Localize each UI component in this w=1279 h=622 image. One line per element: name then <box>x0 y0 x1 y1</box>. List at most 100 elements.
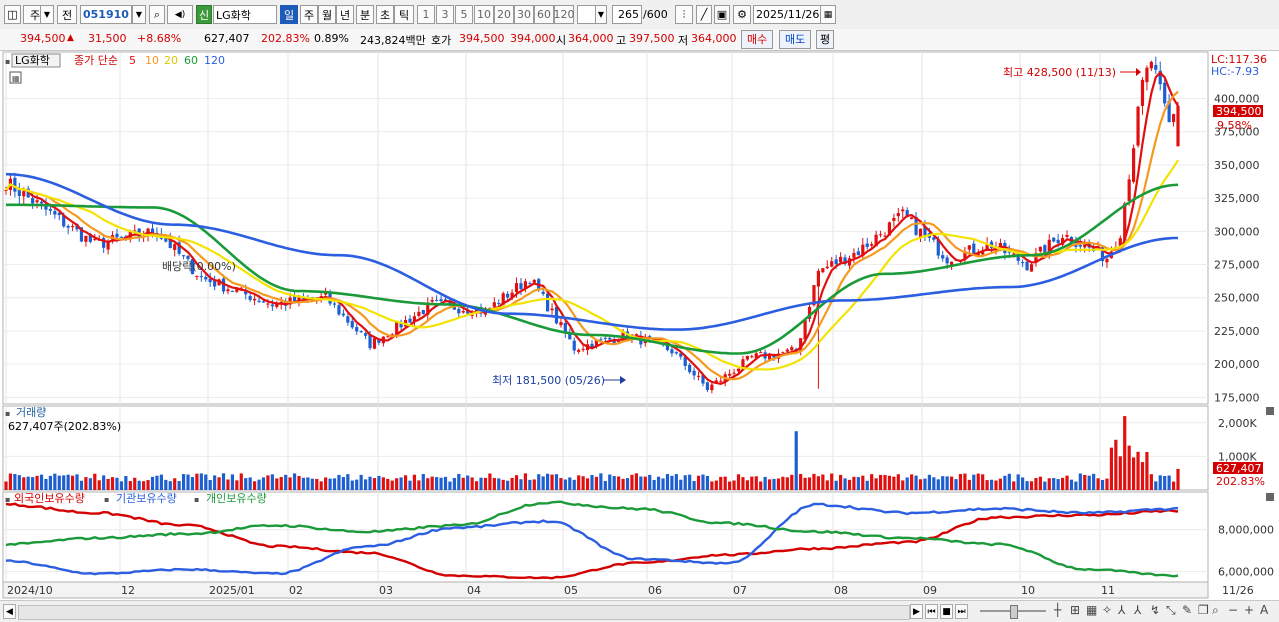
volume-bar <box>1065 475 1069 490</box>
volume-bar <box>963 473 967 490</box>
zoom-out-icon[interactable]: − <box>1228 603 1239 617</box>
zoom-in-icon[interactable]: + <box>1244 603 1255 617</box>
interval-120[interactable]: 120 <box>554 5 575 24</box>
line-tool-icon[interactable]: ⤡ <box>1166 603 1176 617</box>
stock-code-input[interactable]: 051910 <box>80 5 132 24</box>
volume-bar <box>470 477 474 490</box>
volume-bar <box>896 474 900 490</box>
volume-bar <box>861 475 865 490</box>
code-dropdown-icon[interactable]: ▼ <box>132 5 146 24</box>
zoom-search-icon[interactable]: ⌕ <box>1212 603 1219 617</box>
scroll-end-icon[interactable]: ⏭ <box>955 604 968 619</box>
calendar-icon[interactable]: ▦ <box>820 5 836 24</box>
volume-bar <box>426 478 430 490</box>
interval-5[interactable]: 5 <box>455 5 473 24</box>
volume-bar <box>688 474 692 490</box>
copy-icon[interactable]: ❐ <box>1198 603 1209 617</box>
interval-10[interactable]: 10 <box>474 5 494 24</box>
scroll-start-icon[interactable]: ⏮ <box>925 604 938 619</box>
sell-button[interactable]: 매도 <box>779 30 812 49</box>
date-input[interactable]: 2025/11/26 <box>753 5 821 24</box>
draw-tool-icon[interactable]: ╱ <box>696 5 712 24</box>
timeframe-week[interactable]: 주 <box>300 5 318 24</box>
fork-right-icon[interactable]: ⅄ <box>1134 603 1142 617</box>
candle-body <box>506 293 510 298</box>
volume-bar <box>88 478 92 490</box>
interval-1[interactable]: 1 <box>417 5 435 24</box>
candle-body <box>1149 61 1153 69</box>
candle-body <box>803 319 807 340</box>
zoom-slider-handle[interactable] <box>1010 605 1018 619</box>
speaker-icon[interactable]: ◀) <box>167 5 193 24</box>
timeframe-month[interactable]: 월 <box>318 5 336 24</box>
candle-body <box>523 281 528 289</box>
scroll-left-icon[interactable]: ◀ <box>3 604 16 619</box>
period-dropdown-icon[interactable]: ▼ <box>40 5 54 24</box>
candle-body <box>767 353 772 360</box>
volume-bar <box>559 478 563 490</box>
fork-icon[interactable]: ⅄ <box>1118 603 1126 617</box>
top-toolbar: ◫ 주 ▼ 전 051910 ▼ ⌕ ◀) 신 LG화학 일 주 월 년 분 초… <box>0 0 1279 30</box>
volume-bar <box>119 481 124 490</box>
timeframe-minute[interactable]: 분 <box>356 5 374 24</box>
interval-3[interactable]: 3 <box>436 5 454 24</box>
volume-bar <box>181 474 186 490</box>
volume-bar <box>972 474 976 490</box>
prev-button[interactable]: 전 <box>57 5 77 24</box>
ma20-line <box>5 159 1179 371</box>
stock-name-field[interactable]: LG화학 <box>213 5 277 24</box>
chart-menu-icon[interactable]: ◫ <box>4 5 21 24</box>
volume-bar <box>856 477 860 490</box>
grid-icon[interactable]: ▦ <box>1086 603 1098 617</box>
candle-body <box>1158 70 1162 85</box>
volume-bar <box>377 475 381 490</box>
crosshair-icon[interactable]: ┼ <box>1054 603 1062 617</box>
timeframe-year[interactable]: 년 <box>336 5 354 24</box>
candle-body <box>941 255 945 259</box>
search-icon[interactable]: ⌕ <box>149 5 165 24</box>
volume-bar <box>528 479 532 490</box>
table-toggle-icon[interactable] <box>9 71 22 84</box>
candle-body <box>577 349 581 352</box>
save-icon[interactable]: ▣ <box>714 5 730 24</box>
layout-icon[interactable]: ⊞ <box>1070 603 1081 617</box>
volume-bar <box>821 474 825 490</box>
holding-panel-close-icon[interactable] <box>1266 493 1274 501</box>
candle-body <box>599 339 603 341</box>
stock-chart[interactable]: 400,000 375,000 350,000 325,000 300,000 275,0… <box>0 50 1279 600</box>
interval-20[interactable]: 20 <box>494 5 514 24</box>
candle-body <box>688 364 692 373</box>
x-tick-label: 05 <box>564 584 578 597</box>
font-size-icon[interactable]: A <box>1260 603 1269 617</box>
scroll-right-icon[interactable]: ▶ <box>910 604 923 619</box>
bar-count-input[interactable]: 265 <box>612 5 642 24</box>
timeframe-day[interactable]: 일 <box>280 5 298 24</box>
candle-body <box>190 259 195 275</box>
settings-gear-icon[interactable]: ⚙ <box>733 5 751 24</box>
eval-button[interactable]: 평 <box>816 30 835 49</box>
volume-bar <box>412 474 417 490</box>
trend-icon[interactable]: ↯ <box>1150 603 1161 617</box>
edit-icon[interactable]: ✎ <box>1182 603 1193 617</box>
candle-type-icon[interactable]: ⫶ <box>675 5 693 24</box>
candle-body <box>1007 251 1011 253</box>
scroll-stop-icon[interactable]: ■ <box>940 604 953 619</box>
buy-button[interactable]: 매수 <box>741 30 774 49</box>
current-price: 394,500 <box>20 32 66 45</box>
volume-bar <box>905 477 909 490</box>
interval-30[interactable]: 30 <box>514 5 534 24</box>
scroll-track[interactable] <box>18 605 910 620</box>
volume-bar <box>501 479 505 490</box>
marker-icon[interactable]: ✧ <box>1102 603 1113 617</box>
interval-60[interactable]: 60 <box>534 5 554 24</box>
candle-body <box>710 384 714 391</box>
candle-body <box>292 295 297 303</box>
candle-body <box>736 368 741 372</box>
volume-bar <box>728 481 732 490</box>
interval-dropdown-icon[interactable]: ▼ <box>595 5 607 24</box>
timeframe-tick[interactable]: 틱 <box>394 5 414 24</box>
high-label: 고 <box>616 34 627 47</box>
candle-body <box>910 217 914 220</box>
timeframe-second[interactable]: 초 <box>376 5 394 24</box>
volume-panel-close-icon[interactable] <box>1266 407 1274 415</box>
